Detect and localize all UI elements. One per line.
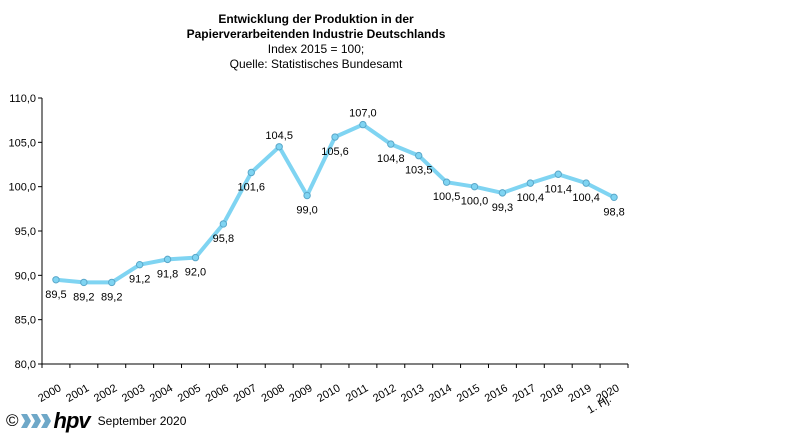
data-label: 98,8 (603, 206, 624, 218)
x-tick-label: 2007 (232, 382, 259, 405)
x-tick-label: 2004 (148, 382, 175, 405)
data-point (470, 182, 479, 191)
data-labels: 89,5 89,2 89,2 91,2 91,8 92,0 95,8 101,6 104,5 99… (45, 108, 625, 304)
hpv-logo-stripes-icon (20, 414, 51, 428)
hpv-logo-text: hpv (53, 408, 91, 433)
data-point (554, 170, 562, 178)
y-tick-label: 105,0 (8, 137, 36, 149)
x-tick-label: 2009 (287, 382, 314, 405)
x-tick-label: 2013 (399, 382, 426, 405)
y-tick-label: 95,0 (15, 226, 36, 238)
data-label: 101,6 (238, 181, 266, 193)
data-point (610, 193, 618, 202)
x-tick-label: 2015 (455, 382, 482, 405)
chart-title-line-1: Entwicklung der Produktion in der (218, 12, 414, 26)
x-tick-label: 2001 (64, 382, 91, 405)
data-point (582, 179, 590, 187)
data-point (442, 178, 451, 186)
footer: © hpv September 2020 (6, 408, 187, 433)
data-label: 100,0 (461, 196, 489, 208)
data-point (415, 151, 423, 160)
x-axis: 2000 2001 2002 2003 2004 2005 2006 2007 2008 2009… (36, 363, 629, 416)
y-tick-label: 110,0 (9, 93, 36, 105)
x-tick-label: 2019 (566, 382, 593, 405)
x-tick-label: 2002 (92, 382, 119, 405)
data-label: 89,2 (73, 291, 94, 303)
y-tick-label: 80,0 (15, 359, 36, 371)
data-point (498, 189, 507, 197)
x-tick-label: 2008 (259, 382, 286, 405)
chart-subtitle-line-1: Index 2015 = 100; (268, 42, 364, 56)
data-label: 107,0 (349, 108, 377, 120)
x-tick-label: 2011 (344, 382, 370, 404)
data-label: 99,0 (296, 205, 317, 217)
x-tick-label: 2003 (120, 382, 147, 405)
data-label: 91,8 (157, 268, 178, 280)
data-point (135, 260, 144, 269)
y-tick-label: 85,0 (15, 315, 36, 327)
data-point (359, 120, 367, 129)
data-point (387, 140, 395, 148)
x-tick-label: 2000 (36, 382, 63, 405)
data-point (303, 191, 311, 200)
data-label: 104,5 (265, 130, 293, 142)
copyright-symbol: © (6, 411, 19, 430)
data-label: 89,5 (45, 289, 66, 301)
data-point (52, 276, 60, 284)
data-point (191, 253, 200, 262)
data-point (80, 278, 88, 287)
chart-titles: Entwicklung der Produktion in derPapierv… (187, 12, 446, 71)
data-label: 92,0 (185, 267, 206, 279)
data-point (219, 220, 228, 228)
x-tick-label: 2006 (204, 382, 231, 405)
x-tick-label: 2012 (371, 382, 398, 405)
chart-subtitle-line-2: Quelle: Statistisches Bundesamt (230, 57, 403, 71)
data-point (331, 133, 339, 141)
data-point (275, 143, 283, 151)
x-tick-label: 2014 (427, 382, 454, 405)
y-axis: 80,0 85,0 90,0 95,0 100,0 105,0 110,0 (8, 93, 43, 371)
data-label: 89,2 (101, 291, 122, 303)
x-tick-label: 2017 (511, 382, 538, 405)
data-point (163, 255, 172, 264)
data-point (526, 179, 535, 187)
data-label: 91,2 (129, 274, 150, 286)
x-tick-label: 2005 (176, 382, 203, 405)
x-tick-label: 2010 (315, 382, 342, 405)
data-point (108, 278, 116, 287)
y-tick-label: 90,0 (15, 270, 36, 282)
data-label: 100,5 (433, 191, 461, 203)
data-label: 103,5 (405, 165, 433, 177)
x-tick-label: 2018 (539, 382, 566, 405)
series-production-index (52, 120, 618, 287)
y-tick-label: 100,0 (8, 182, 36, 194)
data-label: 104,8 (377, 153, 405, 165)
data-label: 100,4 (517, 192, 545, 204)
data-label: 101,4 (544, 183, 572, 195)
footer-date: September 2020 (97, 414, 187, 428)
data-point (247, 168, 255, 177)
data-label: 105,6 (321, 146, 349, 158)
chart-title-line-2: Papierverarbeitenden Industrie Deutschla… (187, 27, 446, 41)
x-tick-label: 2016 (483, 382, 510, 405)
data-label: 100,4 (572, 192, 600, 204)
data-label: 95,8 (213, 233, 234, 245)
data-label: 99,3 (492, 202, 513, 214)
